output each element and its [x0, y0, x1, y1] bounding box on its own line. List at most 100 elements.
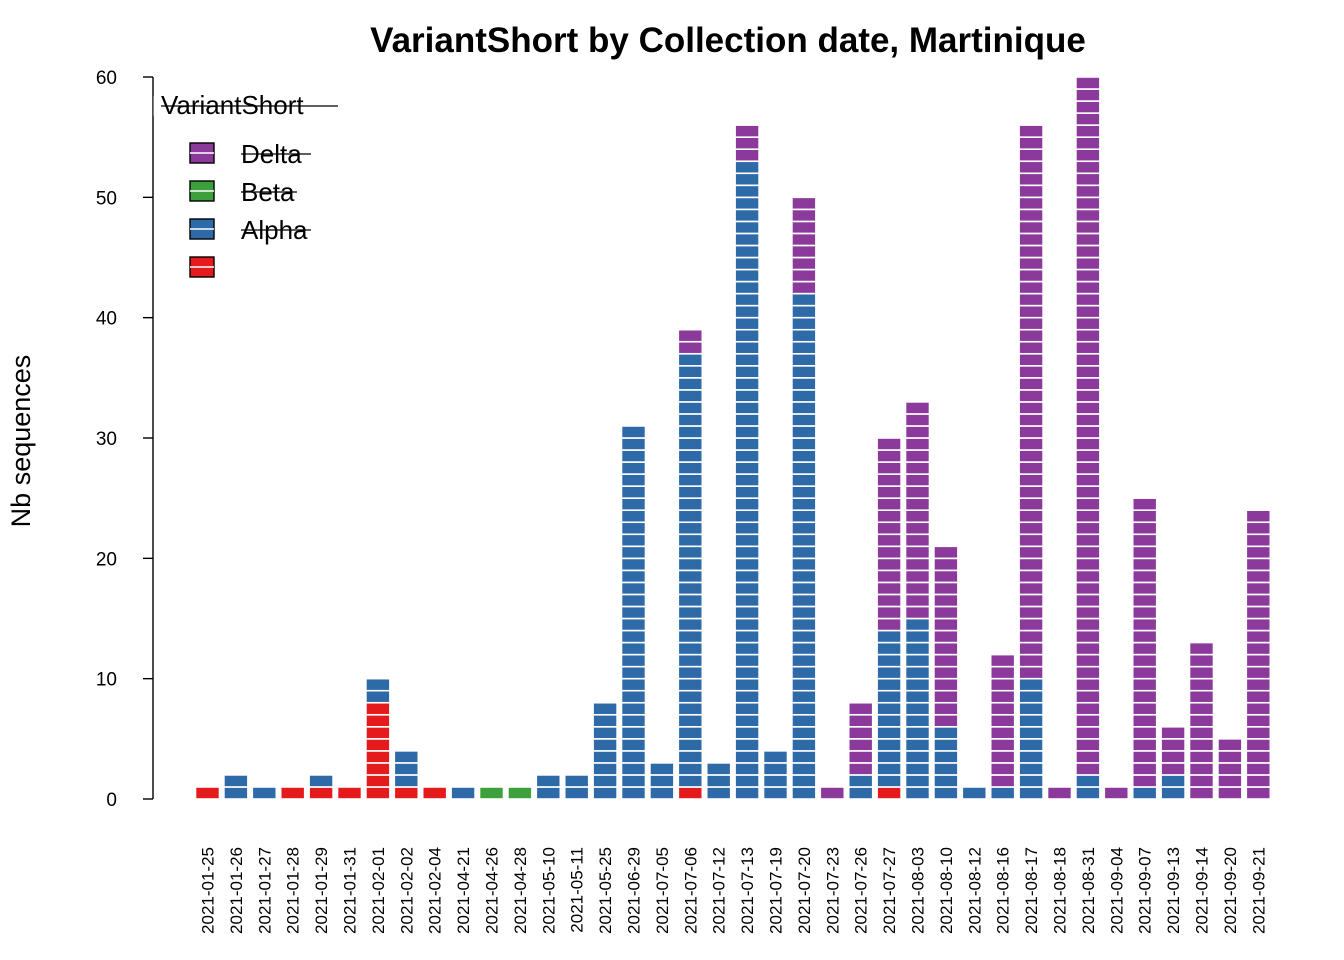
- bar-unit: [1075, 76, 1101, 90]
- bar-unit: [1188, 689, 1215, 704]
- bar-2021-02-01-alpha: [365, 677, 391, 704]
- bar-unit: [1217, 786, 1243, 800]
- bar-unit: [563, 774, 590, 788]
- bar-unit: [762, 774, 789, 788]
- bar-unit: [1018, 786, 1044, 800]
- bar-unit: [1075, 569, 1101, 584]
- bar-unit: [933, 786, 959, 800]
- bar-unit: [1075, 328, 1101, 343]
- bar-unit: [904, 437, 931, 451]
- bar-unit: [1188, 762, 1215, 776]
- bar-unit: [705, 762, 732, 776]
- bar-unit: [620, 533, 647, 548]
- bar-unit: [791, 437, 817, 451]
- bar-unit: [1131, 569, 1158, 584]
- bar-unit: [1046, 786, 1073, 800]
- bar-unit: [677, 364, 704, 379]
- bar-unit: [1075, 725, 1101, 740]
- bar-unit: [734, 292, 760, 307]
- bar-unit: [791, 377, 817, 391]
- bar-2021-08-17-alpha: [1018, 677, 1044, 800]
- bar-unit: [1018, 509, 1044, 524]
- bar-unit: [1245, 750, 1272, 764]
- bar-unit: [876, 461, 902, 475]
- bar-unit: [223, 786, 249, 800]
- bar-unit: [1188, 677, 1215, 692]
- bar-unit: [1075, 364, 1101, 379]
- bar-2021-02-04-unnamed: [421, 786, 448, 800]
- x-tick-label: 2021-02-02: [397, 847, 416, 934]
- x-tick-label: 2021-08-18: [1051, 847, 1070, 934]
- bar-unit: [876, 509, 902, 524]
- bar-unit: [734, 629, 760, 644]
- bar-unit: [677, 545, 704, 560]
- bar-unit: [904, 689, 931, 704]
- bar-unit: [791, 461, 817, 475]
- bar-unit: [677, 617, 704, 632]
- bar-unit: [1018, 148, 1044, 163]
- bar-2021-08-31-delta: [1075, 76, 1101, 776]
- bar-unit: [308, 786, 334, 800]
- bar-unit: [1160, 786, 1186, 800]
- bar-unit: [904, 569, 931, 584]
- bar-unit: [791, 701, 817, 716]
- bar-unit: [791, 389, 817, 403]
- bar-unit: [1245, 629, 1272, 644]
- bar-unit: [876, 689, 902, 704]
- bar-unit: [1018, 413, 1044, 427]
- bar-unit: [847, 713, 874, 728]
- bar-unit: [1075, 136, 1101, 151]
- bar-unit: [1075, 196, 1101, 211]
- bar-unit: [791, 304, 817, 319]
- bar-unit: [876, 641, 902, 656]
- bar-stack-2021-07-06: [677, 328, 704, 800]
- bar-stack-2021-08-03: [904, 401, 931, 800]
- bar-unit: [1075, 605, 1101, 620]
- bar-unit: [904, 665, 931, 680]
- bar-unit: [620, 774, 647, 788]
- bar-2021-08-17-delta: [1018, 124, 1044, 680]
- bar-unit: [876, 677, 902, 692]
- bar-unit: [734, 256, 760, 271]
- bar-stack-2021-01-31: [336, 786, 363, 800]
- x-tick-label: 2021-01-27: [255, 847, 274, 934]
- x-tick-label: 2021-04-26: [483, 847, 502, 934]
- bar-unit: [620, 641, 647, 656]
- bar-unit: [1131, 521, 1158, 536]
- bar-unit: [620, 665, 647, 680]
- bar-2021-07-06-delta: [677, 328, 704, 355]
- bar-unit: [933, 725, 959, 740]
- bar-unit: [734, 244, 760, 259]
- bar-unit: [876, 593, 902, 608]
- bar-2021-09-13-alpha: [1160, 774, 1186, 800]
- bar-unit: [904, 545, 931, 560]
- bar-unit: [734, 449, 760, 463]
- bar-2021-09-14-delta: [1188, 641, 1215, 800]
- bar-unit: [1075, 653, 1101, 668]
- x-axis-tick-labels: 2021-01-25 2021-01-26 2021-01-27 2021-01-28…: [199, 847, 1269, 934]
- x-tick-label: 2021-07-20: [795, 847, 814, 934]
- bar-unit: [1245, 509, 1272, 524]
- bar-unit: [1245, 533, 1272, 548]
- bar-unit: [1131, 497, 1158, 511]
- bar-unit: [478, 786, 505, 800]
- bar-unit: [1245, 641, 1272, 656]
- bar-2021-07-13-delta: [734, 124, 760, 163]
- bar-unit: [876, 437, 902, 451]
- bar-unit: [1018, 653, 1044, 668]
- bar-unit: [1018, 425, 1044, 439]
- bar-unit: [1131, 689, 1158, 704]
- bar-2021-04-26-beta: [478, 786, 505, 800]
- bar-unit: [1075, 437, 1101, 451]
- bar-unit: [791, 689, 817, 704]
- bar-unit: [904, 605, 931, 620]
- bar-unit: [1018, 665, 1044, 680]
- x-tick-label: 2021-08-10: [937, 847, 956, 934]
- bar-2021-05-11-alpha: [563, 774, 590, 800]
- x-tick-label: 2021-05-11: [568, 847, 587, 933]
- bar-unit: [1018, 473, 1044, 487]
- bar-unit: [1075, 485, 1101, 499]
- x-tick-label: 2021-09-21: [1249, 847, 1268, 934]
- bar-unit: [1018, 605, 1044, 620]
- legend-item-beta: Beta: [189, 177, 297, 207]
